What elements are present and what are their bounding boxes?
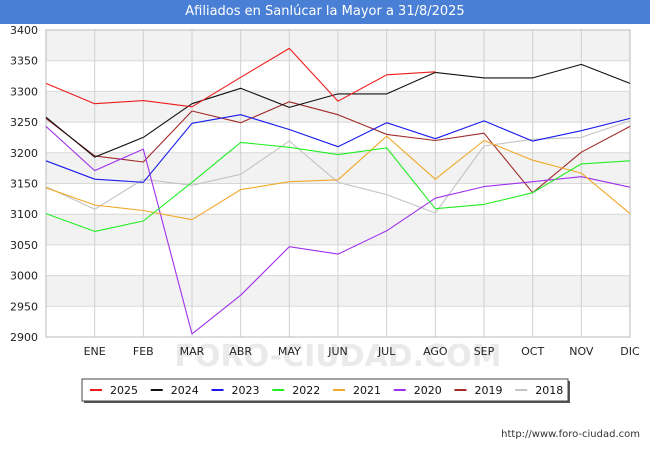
x-tick-label: AGO [423,345,448,358]
x-tick-label: SEP [474,345,495,358]
y-tick-label: 3150 [10,178,38,191]
y-tick-label: 3200 [10,147,38,160]
legend-label-2025: 2025 [110,384,138,397]
legend-label-2020: 2020 [414,384,442,397]
x-tick-label: ABR [229,345,252,358]
y-tick-label: 3300 [10,85,38,98]
series-line-2023 [45,114,631,183]
legend-label-2018: 2018 [535,384,563,397]
x-tick-label: DIC [620,345,640,358]
series-line-2020 [45,125,631,335]
y-tick-label: 2950 [10,300,38,313]
y-tick-label: 3350 [10,55,38,68]
series-line-2018 [45,120,631,214]
y-tick-label: 3000 [10,270,38,283]
legend-label-2021: 2021 [353,384,381,397]
legend-label-2024: 2024 [171,384,199,397]
plot-border [45,29,631,338]
y-tick-label: 3250 [10,116,38,129]
x-tick-label: MAR [180,345,205,358]
x-tick-label: MAY [278,345,301,358]
legend-label-2022: 2022 [292,384,320,397]
legend-label-2023: 2023 [232,384,260,397]
legend-label-2019: 2019 [475,384,503,397]
y-tick-label: 3050 [10,239,38,252]
series-line-2025 [45,47,436,108]
x-tick-label: JUL [377,345,396,358]
watermark-text: FORO-CIUDAD.COM [175,339,502,374]
series-line-2021 [45,135,631,221]
legend-box [81,378,569,402]
footer-url[interactable]: http://www.foro-ciudad.com [501,429,640,440]
y-tick-label: 3400 [10,24,38,37]
x-tick-label: JUN [327,345,348,358]
x-tick-label: ENE [84,345,106,358]
x-tick-label: NOV [569,345,594,358]
series-line-2024 [45,63,631,158]
chart-title: Afiliados en Sanlúcar la Mayor a 31/8/20… [0,0,650,24]
y-tick-label: 3100 [10,208,38,221]
series-line-2022 [45,141,631,232]
x-tick-label: OCT [521,345,544,358]
x-tick-label: FEB [133,345,154,358]
y-tick-label: 2900 [10,331,38,344]
